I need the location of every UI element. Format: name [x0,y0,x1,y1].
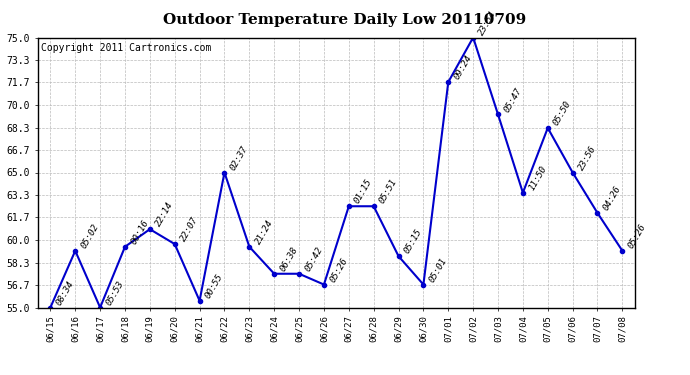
Text: 02:37: 02:37 [228,144,250,172]
Text: Outdoor Temperature Daily Low 20110709: Outdoor Temperature Daily Low 20110709 [164,13,526,27]
Text: 09:24: 09:24 [453,54,473,81]
Text: 05:51: 05:51 [378,178,399,206]
Text: 05:50: 05:50 [552,99,573,127]
Text: 01:15: 01:15 [353,178,374,206]
Text: 06:38: 06:38 [278,245,299,273]
Text: 05:15: 05:15 [403,228,424,255]
Text: 05:47: 05:47 [502,86,524,114]
Text: 11:50: 11:50 [527,164,549,192]
Text: 05:02: 05:02 [79,222,101,250]
Text: 05:42: 05:42 [303,245,324,273]
Text: 23:56: 23:56 [577,144,598,172]
Text: 05:26: 05:26 [328,256,349,284]
Text: 00:16: 00:16 [129,218,150,246]
Text: 22:07: 22:07 [179,216,200,243]
Text: 23:54: 23:54 [477,9,499,37]
Text: 22:14: 22:14 [154,201,175,228]
Text: 00:55: 00:55 [204,272,225,300]
Text: 05:01: 05:01 [428,256,448,284]
Text: 04:26: 04:26 [602,184,623,212]
Text: 08:34: 08:34 [55,279,76,307]
Text: 05:53: 05:53 [104,279,126,307]
Text: Copyright 2011 Cartronics.com: Copyright 2011 Cartronics.com [41,43,211,53]
Text: 21:24: 21:24 [253,218,275,246]
Text: 05:26: 05:26 [627,222,648,250]
